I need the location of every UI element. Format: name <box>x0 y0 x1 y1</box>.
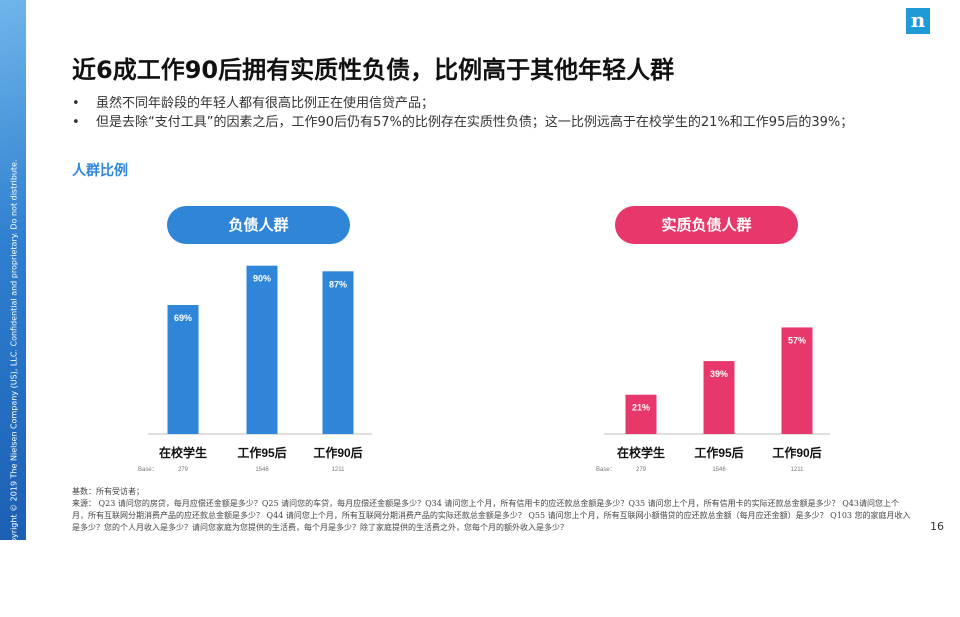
bar-value-label: 39% <box>710 369 728 379</box>
category-label: 工作90后 <box>313 445 362 460</box>
footnote: 基数：所有受访者； 来源： Q23 请问您的房贷，每月应偿还金额是多少？Q25 … <box>72 486 912 534</box>
page-number: 16 <box>930 520 944 533</box>
bar <box>703 361 735 434</box>
bullet-text: 但是去除“支付工具”的因素之后，工作90后仍有57%的比例存在实质性负债；这一比… <box>96 115 854 130</box>
base-count-label: 279 <box>636 467 647 473</box>
category-label: 工作95后 <box>237 445 286 460</box>
category-label: 在校学生 <box>159 445 207 460</box>
copyright-text: Copyright © 2019 The Nielsen Company (US… <box>9 159 19 554</box>
bar-value-label: 57% <box>788 335 806 345</box>
bullet-item: • 但是去除“支付工具”的因素之后，工作90后仍有57%的比例存在实质性负债；这… <box>72 113 912 132</box>
category-label: 工作95后 <box>694 445 743 460</box>
category-label: 工作90后 <box>772 445 821 460</box>
bar-value-label: 21% <box>632 403 650 413</box>
bullet-dot-icon: • <box>72 96 80 111</box>
section-label: 人群比例 <box>72 163 128 179</box>
bar-value-label: 87% <box>329 279 347 289</box>
base-count-label: 1211 <box>791 467 805 473</box>
page-title: 近6成工作90后拥有实质性负债，比例高于其他年轻人群 <box>72 56 675 84</box>
bar <box>246 265 278 434</box>
base-count-label: 1546 <box>255 467 269 473</box>
footnote-source: 来源： Q23 请问您的房贷，每月应偿还金额是多少？Q25 请问您的车贷，每月应… <box>72 499 911 532</box>
bullet-text: 虽然不同年龄段的年轻人都有很高比例正在使用信贷产品； <box>96 96 435 111</box>
bar <box>167 304 199 434</box>
chart-title-pill-real-debt: 实质负债人群 <box>615 206 798 244</box>
nielsen-logo: n <box>906 8 930 34</box>
base-count-label: 1211 <box>332 467 346 473</box>
bar-value-label: 90% <box>253 274 271 284</box>
sidebar-strip: Copyright © 2019 The Nielsen Company (US… <box>0 0 26 554</box>
footnote-base: 基数：所有受访者； <box>72 487 144 496</box>
base-count-label: 279 <box>178 467 189 473</box>
bullet-list: • 虽然不同年龄段的年轻人都有很高比例正在使用信贷产品； • 但是去除“支付工具… <box>72 94 912 132</box>
bar <box>322 271 354 434</box>
base-count-label: 1546 <box>712 467 726 473</box>
base-label: Base： <box>138 467 158 473</box>
bar-value-label: 69% <box>174 313 192 323</box>
bullet-dot-icon: • <box>72 115 80 130</box>
chart-title-pill-debt: 负债人群 <box>167 206 350 244</box>
bullet-item: • 虽然不同年龄段的年轻人都有很高比例正在使用信贷产品； <box>72 94 912 113</box>
bar <box>781 327 813 434</box>
bar <box>625 394 657 434</box>
category-label: 在校学生 <box>617 445 665 460</box>
base-label: Base： <box>596 467 616 473</box>
